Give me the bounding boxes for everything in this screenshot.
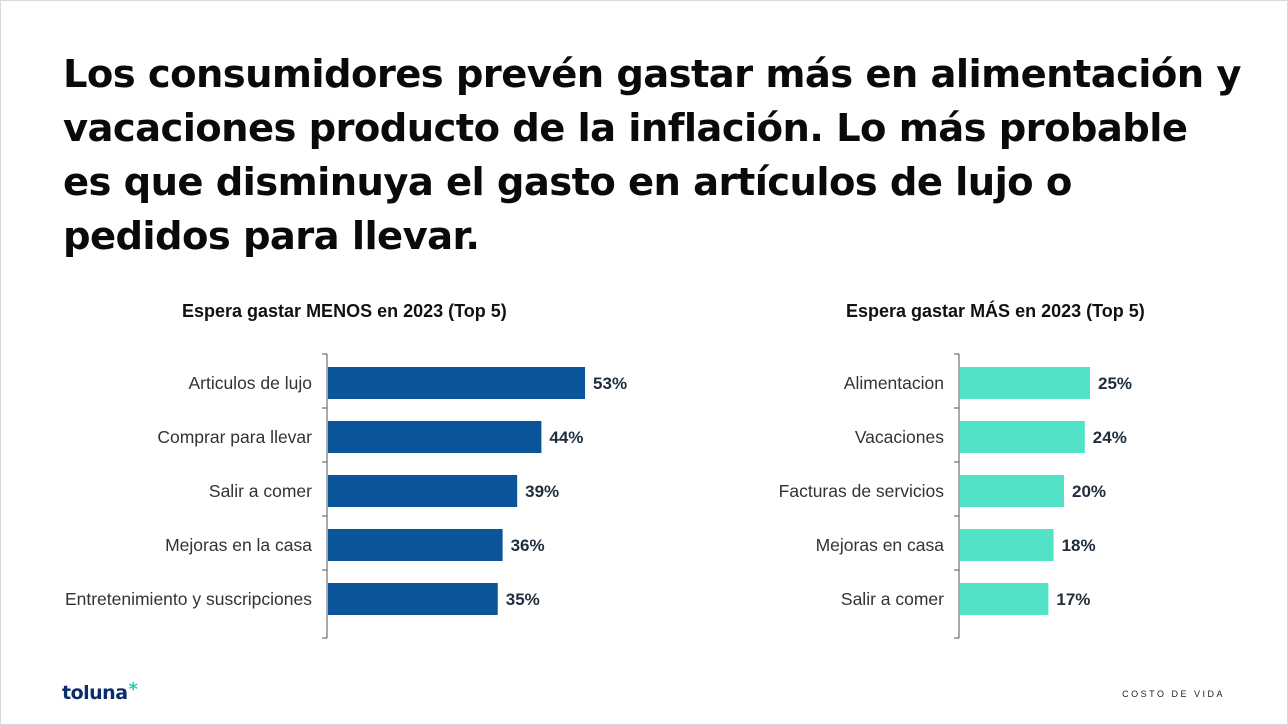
value-label-more: 24% xyxy=(1093,428,1127,447)
category-label-less: Comprar para llevar xyxy=(157,427,312,447)
value-label-more: 17% xyxy=(1056,590,1090,609)
bar-less xyxy=(328,421,542,453)
brand-name: toluna xyxy=(62,682,128,704)
bar-more xyxy=(960,475,1064,507)
footer-section-label: COSTO DE VIDA xyxy=(1122,689,1225,699)
category-label-more: Alimentacion xyxy=(844,373,944,393)
value-label-less: 35% xyxy=(506,590,540,609)
bar-more xyxy=(960,367,1090,399)
value-label-more: 25% xyxy=(1098,374,1132,393)
bar-more xyxy=(960,529,1054,561)
category-label-less: Mejoras en la casa xyxy=(165,535,312,555)
category-label-more: Facturas de servicios xyxy=(779,481,945,501)
slide-title: Los consumidores prevén gastar más en al… xyxy=(63,52,1241,259)
bar-less xyxy=(328,529,503,561)
value-label-less: 36% xyxy=(511,536,545,555)
brand-star-icon: * xyxy=(128,679,138,700)
toluna-logo: toluna* xyxy=(62,679,138,704)
value-label-more: 18% xyxy=(1062,536,1096,555)
bar-more xyxy=(960,421,1085,453)
category-label-more: Vacaciones xyxy=(855,427,944,447)
value-label-less: 39% xyxy=(525,482,559,501)
chart-title-more: Espera gastar MÁS en 2023 (Top 5) xyxy=(846,301,1145,321)
value-label-more: 20% xyxy=(1072,482,1106,501)
category-label-more: Mejoras en casa xyxy=(816,535,945,555)
bar-less xyxy=(328,583,498,615)
value-label-less: 53% xyxy=(593,374,627,393)
bar-less xyxy=(328,367,586,399)
bar-more xyxy=(960,583,1049,615)
chart-title-less: Espera gastar MENOS en 2023 (Top 5) xyxy=(182,301,507,321)
category-label-less: Articulos de lujo xyxy=(188,373,312,393)
category-label-less: Salir a comer xyxy=(209,481,312,501)
category-label-more: Salir a comer xyxy=(841,589,944,609)
value-label-less: 44% xyxy=(549,428,583,447)
bar-less xyxy=(328,475,518,507)
category-label-less: Entretenimiento y suscripciones xyxy=(65,589,312,609)
